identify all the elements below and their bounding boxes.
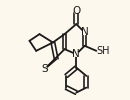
Circle shape: [74, 8, 79, 13]
Text: N: N: [72, 49, 80, 59]
Text: O: O: [72, 6, 80, 16]
Text: S: S: [41, 64, 48, 74]
Circle shape: [42, 67, 47, 72]
Circle shape: [74, 52, 78, 56]
Text: N: N: [81, 28, 89, 38]
Circle shape: [83, 30, 87, 34]
Text: SH: SH: [96, 46, 110, 56]
